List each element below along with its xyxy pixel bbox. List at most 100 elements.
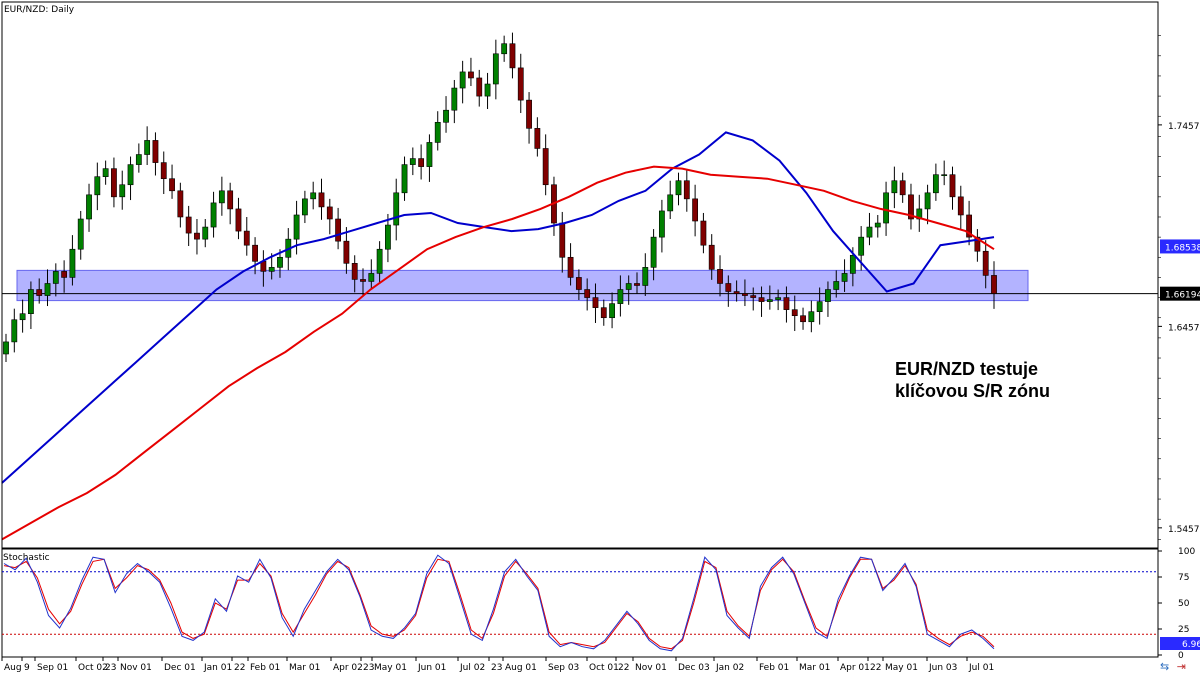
candle-body [492, 53, 499, 85]
candle-body [185, 216, 192, 234]
candle-body [69, 248, 76, 278]
candle-body [941, 174, 948, 176]
candle-body [385, 224, 391, 250]
candle-body [343, 240, 350, 264]
x-tick-label: Jan 01 [203, 663, 232, 673]
candle-body [841, 273, 848, 282]
x-tick-label: Aug [4, 663, 22, 673]
candle-body [725, 283, 732, 292]
candle-body [310, 192, 317, 200]
candle-body [625, 283, 632, 290]
candle-body [559, 222, 566, 258]
candle-body [891, 180, 898, 194]
x-tick-label: Oct 01 [589, 663, 619, 673]
labels-layer: EUR/NZD: Daily Stochastic [3, 5, 75, 563]
candle-body [650, 236, 657, 268]
candle-body [77, 218, 84, 250]
candle-body [301, 198, 308, 216]
candle-body [144, 140, 151, 155]
candle-body [326, 206, 333, 220]
candle-body [111, 168, 117, 198]
candle-body [991, 275, 997, 294]
candle-body [816, 301, 823, 312]
x-tick-label: Aug 01 [505, 663, 537, 673]
x-tick-label: Jul 02 [459, 663, 485, 673]
stochastic-panel-frame [1, 548, 1159, 658]
candle-body [19, 313, 26, 321]
candle-body [252, 244, 258, 262]
candle-body [401, 164, 408, 194]
candle-body [966, 214, 972, 238]
arrow-right-icon[interactable]: ⇥ [1176, 660, 1186, 673]
candle-body [750, 295, 757, 298]
candle-body [924, 192, 931, 210]
candle-body [61, 271, 68, 278]
candle-body [476, 77, 483, 97]
candle-body [733, 291, 740, 294]
x-tick-label: Jun 01 [417, 663, 446, 673]
candle-body [501, 43, 508, 55]
candle-body [617, 289, 624, 304]
candle-body [177, 190, 184, 218]
stoch-last-value: 6.96 [1182, 640, 1200, 650]
candle-body [119, 184, 126, 198]
candle-body [957, 196, 964, 216]
candle-body [451, 87, 458, 111]
candle-body [135, 154, 142, 165]
candle-body [368, 273, 375, 282]
candle-body [534, 128, 541, 149]
candle-body [874, 222, 881, 228]
x-tick-label: Feb 01 [759, 663, 789, 673]
candle-body [202, 226, 209, 240]
candle-body [169, 178, 175, 192]
candle-body [468, 71, 474, 79]
price-box-label-bg [1160, 286, 1200, 301]
x-tick-label: Nov 01 [635, 663, 667, 673]
candle-body [44, 283, 51, 296]
x-tick-label: 22 [618, 663, 629, 673]
candle-body [908, 194, 914, 220]
sync-icon[interactable]: ⇆ [1160, 660, 1170, 673]
candle-body [418, 158, 425, 167]
candle-body [376, 248, 383, 274]
candle-body [28, 289, 34, 314]
candle-body [393, 192, 400, 226]
candle-body [825, 289, 831, 302]
candle-body [102, 168, 109, 177]
candle-body [542, 148, 549, 186]
candle-body [218, 190, 225, 204]
candle-body [634, 283, 640, 286]
candle-body [783, 297, 790, 310]
candle-body [899, 180, 906, 196]
candle-body [708, 244, 715, 270]
price-box-label: 1.68538 [1165, 243, 1200, 253]
candle-body [667, 194, 674, 212]
candle-body [509, 43, 516, 69]
x-tick-label: Feb 01 [250, 663, 280, 673]
candle-body [683, 180, 690, 200]
candle-body [277, 256, 283, 268]
candle-body [974, 236, 981, 252]
candle-body [567, 256, 574, 278]
x-tick-label: Jan 02 [715, 663, 744, 673]
x-tick-label: Oct 02 [78, 663, 108, 673]
x-tick-label: Dec 03 [678, 663, 710, 673]
x-tick-label: May 01 [374, 663, 407, 673]
stoch-tick-label: 100 [1178, 547, 1195, 557]
candle-body [318, 192, 325, 208]
stoch-tick-label: 50 [1178, 599, 1190, 609]
stoch-tick-label: 75 [1178, 573, 1189, 583]
candle-body [800, 315, 806, 323]
chart-title: EUR/NZD: Daily [4, 5, 75, 15]
candle-body [982, 250, 989, 276]
candle-body [227, 190, 234, 210]
candle-body [808, 311, 815, 323]
candle-body [675, 180, 682, 196]
candle-body [758, 297, 765, 302]
bottom-toolbar: ⇆ ⇥ [1160, 660, 1190, 673]
candle-body [3, 341, 9, 355]
candle-body [293, 214, 300, 240]
candle-body [52, 271, 59, 284]
x-tick-label: Mar 01 [799, 663, 830, 673]
